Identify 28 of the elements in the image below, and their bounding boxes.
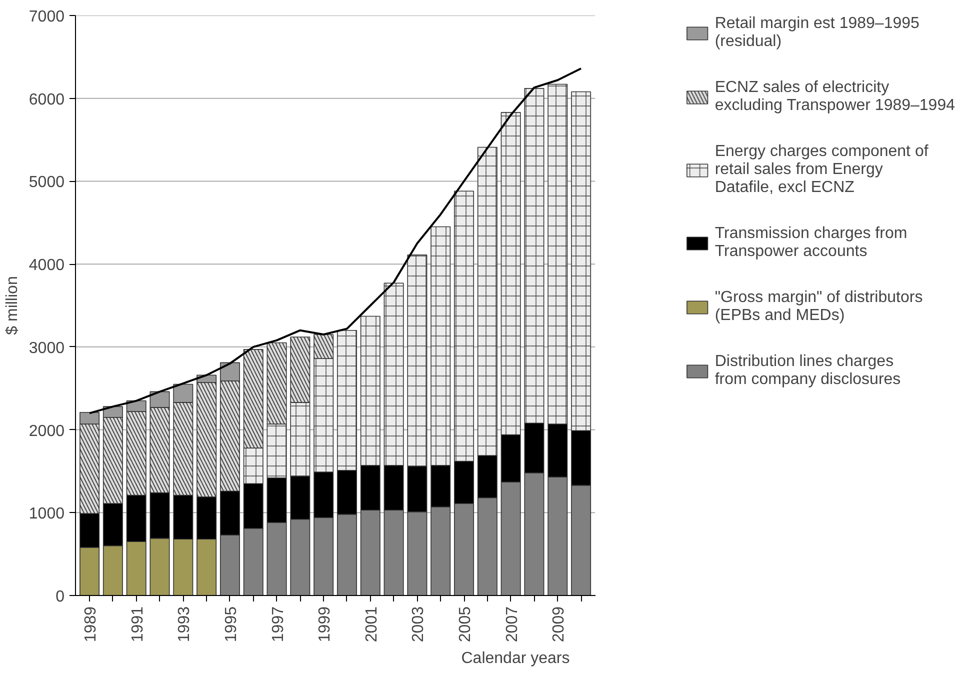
x-tick-label: 1999 bbox=[316, 606, 334, 642]
legend-label: Energy charges component of retail sales from Energy Datafile, excl ECNZ bbox=[714, 143, 928, 197]
y-tick-label: 4000 bbox=[28, 257, 65, 274]
y-tick-label: 5000 bbox=[28, 174, 65, 192]
x-tick-label: 1995 bbox=[222, 606, 240, 642]
x-tick-label: 1989 bbox=[82, 606, 100, 642]
legend-label: Transmission charges from Transpower accounts bbox=[714, 225, 908, 261]
x-tick-label: 1997 bbox=[270, 606, 287, 642]
legend-label: Retail margin est 1989–1995 (residual) bbox=[714, 15, 920, 51]
legend-label: Distribution lines charges from company disclosures bbox=[714, 353, 901, 389]
x-tick-label: 2009 bbox=[550, 606, 568, 642]
x-tick-label: 2001 bbox=[363, 606, 380, 642]
x-tick-label: 2007 bbox=[504, 606, 521, 642]
x-tick-label: 1991 bbox=[129, 606, 146, 642]
y-tick-label: 2000 bbox=[28, 422, 65, 440]
x-tick-label: 2005 bbox=[457, 606, 474, 642]
legend-label: "Gross margin" of distributors (EPBs and MEDs) bbox=[714, 289, 923, 325]
y-axis-title: $ million bbox=[4, 276, 21, 335]
y-tick-label: 6000 bbox=[28, 91, 65, 108]
legend-label: ECNZ sales of electricity excluding Transpower 1989–1994 bbox=[714, 79, 955, 115]
x-tick-label: 2003 bbox=[410, 606, 428, 642]
y-tick-label: 0 bbox=[56, 588, 65, 606]
y-tick-label: 7000 bbox=[28, 8, 65, 26]
x-tick-label: 1993 bbox=[176, 606, 194, 642]
line-series bbox=[88, 68, 582, 414]
y-tick-label: 3000 bbox=[28, 340, 65, 357]
y-tick-label: 1000 bbox=[28, 506, 65, 523]
x-axis-title: Calendar years bbox=[461, 650, 570, 668]
